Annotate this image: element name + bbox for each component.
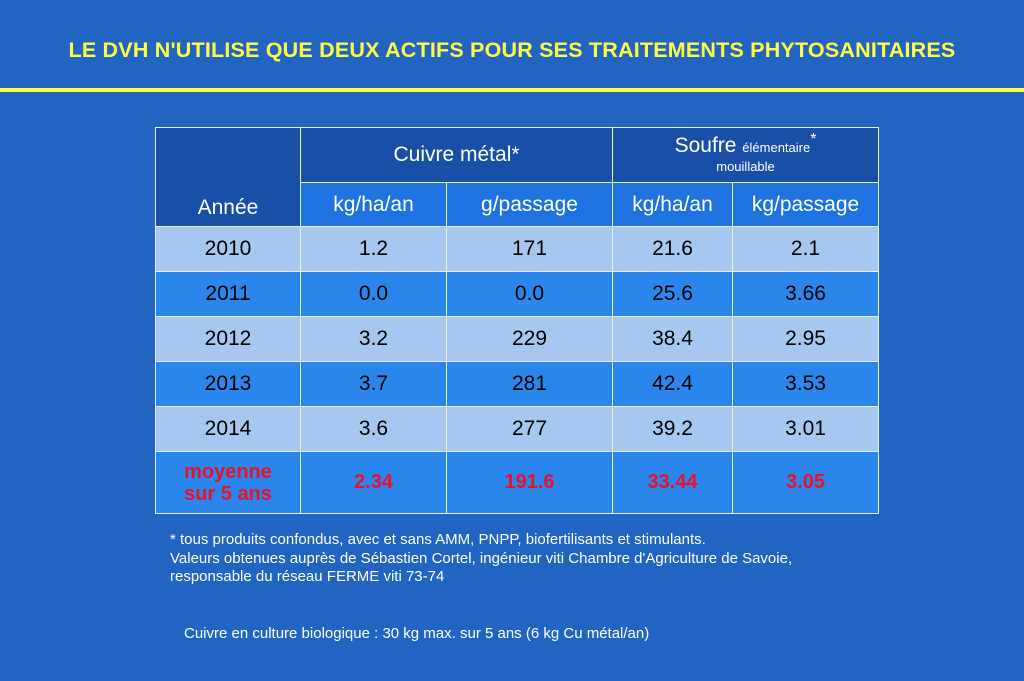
average-row: moyenne sur 5 ans 2.34 191.6 33.44 3.05 — [155, 451, 880, 514]
value-cell: 1.2 — [300, 226, 447, 272]
table-row: 2013 3.7 281 42.4 3.53 — [155, 361, 880, 407]
average-value: 191.6 — [445, 451, 614, 514]
average-label-line2: sur 5 ans — [184, 482, 272, 505]
value-cell: 21.6 — [612, 226, 734, 272]
unit-sulfur-kgpass: kg/passage — [732, 182, 880, 227]
value-cell: 3.53 — [732, 361, 880, 407]
value-cell: 3.2 — [300, 316, 447, 362]
average-value: 3.05 — [732, 451, 880, 514]
value-cell: 42.4 — [612, 361, 734, 407]
value-cell: 3.6 — [300, 406, 447, 452]
footnote-line: responsable du réseau FERME viti 73-74 — [170, 568, 445, 585]
average-value: 33.44 — [612, 451, 734, 514]
unit-sulfur-kg: kg/ha/an — [612, 182, 734, 227]
value-cell: 0.0 — [445, 271, 614, 317]
value-cell: 39.2 — [612, 406, 734, 452]
sulfur-header: Soufre élémentaire* mouillable — [612, 127, 880, 183]
unit-copper-kg: kg/ha/an — [300, 182, 447, 227]
year-cell: 2014 — [155, 406, 301, 452]
year-cell: 2010 — [155, 226, 301, 272]
value-cell: 3.66 — [732, 271, 880, 317]
treatment-table: Année Cuivre métal* Soufre élémentaire* … — [155, 127, 880, 514]
year-cell: 2012 — [155, 316, 301, 362]
value-cell: 2.1 — [732, 226, 880, 272]
value-cell: 171 — [445, 226, 614, 272]
average-value: 2.34 — [300, 451, 447, 514]
year-header: Année — [155, 127, 301, 227]
page-title: LE DVH N'UTILISE QUE DEUX ACTIFS POUR SE… — [68, 38, 956, 62]
bio-note: Cuivre en culture biologique : 30 kg max… — [184, 625, 650, 642]
year-cell: 2013 — [155, 361, 301, 407]
value-cell: 229 — [445, 316, 614, 362]
sulfur-header-star: * — [810, 131, 817, 148]
value-cell: 2.95 — [732, 316, 880, 362]
value-cell: 38.4 — [612, 316, 734, 362]
year-cell: 2011 — [155, 271, 301, 317]
value-cell: 281 — [445, 361, 614, 407]
average-label-line1: moyenne — [184, 460, 272, 483]
sulfur-header-sub: mouillable — [716, 159, 775, 174]
value-cell: 3.01 — [732, 406, 880, 452]
value-cell: 25.6 — [612, 271, 734, 317]
sulfur-header-small: élémentaire — [742, 140, 811, 155]
value-cell: 0.0 — [300, 271, 447, 317]
value-cell: 3.7 — [300, 361, 447, 407]
table-row: 2012 3.2 229 38.4 2.95 — [155, 316, 880, 362]
table-row: 2010 1.2 171 21.6 2.1 — [155, 226, 880, 272]
table-row: 2011 0.0 0.0 25.6 3.66 — [155, 271, 880, 317]
footnote-line: Valeurs obtenues auprès de Sébastien Cor… — [170, 549, 793, 567]
footnotes: * tous produits confondus, avec et sans … — [170, 531, 792, 587]
average-label: moyenne sur 5 ans — [155, 451, 301, 514]
table-row: 2014 3.6 277 39.2 3.01 — [155, 406, 880, 452]
unit-copper-g: g/passage — [445, 182, 614, 227]
value-cell: 277 — [445, 406, 614, 452]
footnote-line: * tous produits confondus, avec et sans … — [170, 531, 706, 548]
copper-header: Cuivre métal* — [299, 127, 614, 183]
title-underline — [0, 88, 1024, 92]
sulfur-header-main: Soufre — [674, 134, 737, 157]
